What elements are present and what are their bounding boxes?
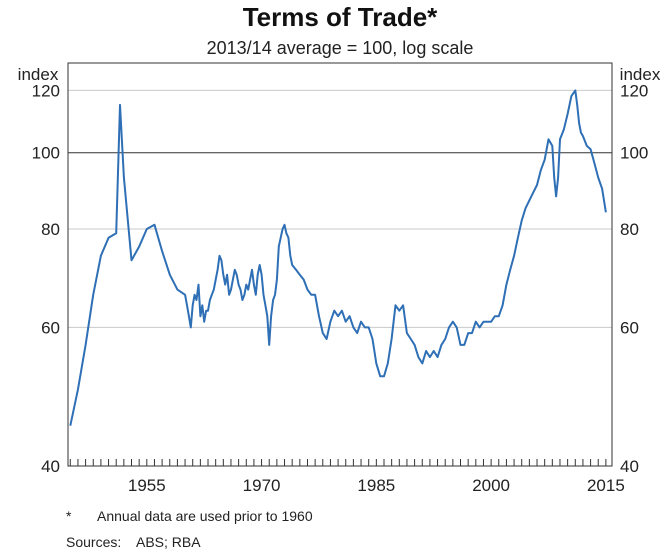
y-tick-label-right-120: 120 xyxy=(620,81,648,100)
y-axis-unit-left: index xyxy=(18,65,59,84)
x-tick-label-1955: 1955 xyxy=(128,476,166,495)
y-tick-label-left-100: 100 xyxy=(32,144,60,163)
y-axis-unit-right: index xyxy=(620,65,661,84)
x-tick-label-2015: 2015 xyxy=(587,476,625,495)
y-tick-label-left-80: 80 xyxy=(41,220,60,239)
sources-label: Sources: xyxy=(66,534,121,550)
y-tick-label-right-40: 40 xyxy=(620,457,639,476)
y-tick-label-left-120: 120 xyxy=(32,81,60,100)
x-tick-label-2000: 2000 xyxy=(472,476,510,495)
y-tick-label-left-40: 40 xyxy=(41,457,60,476)
x-tick-label-1985: 1985 xyxy=(357,476,395,495)
y-tick-label-right-100: 100 xyxy=(620,144,648,163)
footnote-marker: * xyxy=(66,508,72,524)
y-tick-labels: 40 40 60 60 80 80 100 100 120 120 xyxy=(32,81,649,476)
chart-subtitle: 2013/14 average = 100, log scale xyxy=(207,38,474,58)
gridlines xyxy=(68,89,612,328)
chart-title: Terms of Trade* xyxy=(243,2,438,32)
y-tick-label-right-80: 80 xyxy=(620,220,639,239)
footnote-annual-data: Annual data are used prior to 1960 xyxy=(97,508,313,524)
y-tick-label-left-60: 60 xyxy=(41,318,60,337)
terms-of-trade-series-line xyxy=(69,89,607,426)
sources-text: ABS; RBA xyxy=(136,534,201,550)
x-tick-label-1970: 1970 xyxy=(243,476,281,495)
x-tick-labels: 1955 1970 1985 2000 2015 xyxy=(128,476,625,495)
x-axis-ticks xyxy=(69,459,607,466)
y-tick-label-right-60: 60 xyxy=(620,318,639,337)
plot-frame xyxy=(67,62,613,467)
